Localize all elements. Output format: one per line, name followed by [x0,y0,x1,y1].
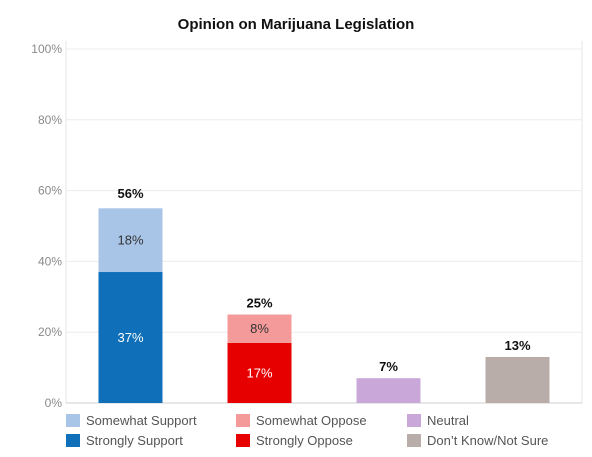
legend-swatch [407,434,421,447]
bar-chart: 0% 20% 40% 60% 80% 100% 37% 18% 56% 17% 8% 25% 7% 13% [31,41,583,410]
bar-segment [227,342,292,403]
bar-segment [98,272,163,403]
legend-label: Neutral [427,413,469,428]
legend-label: Somewhat Support [86,413,197,428]
legend-item: Strongly Support [66,433,183,448]
chart-title: Opinion on Marijuana Legislation [177,16,415,33]
total-label: 13% [504,338,530,353]
data-label: 37% [117,330,143,345]
y-tick-label: 100% [31,42,62,56]
bar-segment [98,208,163,273]
bar-segment [227,314,292,343]
total-label: 56% [117,186,143,201]
legend-swatch [407,414,421,427]
y-tick-label: 60% [38,184,62,198]
data-label: 8% [250,321,269,336]
legend-item: Neutral [407,413,469,428]
data-label: 17% [246,365,272,380]
data-label: 18% [117,233,143,248]
chart-legend: Somewhat Support Somewhat Oppose Neutral St… [66,413,586,453]
legend-label: Don’t Know/Not Sure [427,433,549,448]
legend-swatch [236,414,250,427]
legend-item: Don’t Know/Not Sure [407,433,548,448]
total-label: 7% [379,359,398,374]
legend-item: Somewhat Support [66,413,197,428]
y-tick-label: 0% [45,396,63,410]
legend-swatch [236,434,250,447]
legend-label: Strongly Oppose [256,433,353,448]
y-tick-label: 20% [38,325,62,339]
legend-swatch [66,414,80,427]
legend-item: Strongly Oppose [236,433,353,448]
bar-segment [485,356,550,403]
total-label: 25% [246,296,272,311]
y-tick-label: 80% [38,113,62,127]
y-tick-label: 40% [38,254,62,268]
legend-label: Strongly Support [86,433,183,448]
legend-item: Somewhat Oppose [236,413,367,428]
bar-segment [356,378,421,403]
legend-label: Somewhat Oppose [256,413,367,428]
legend-swatch [66,434,80,447]
